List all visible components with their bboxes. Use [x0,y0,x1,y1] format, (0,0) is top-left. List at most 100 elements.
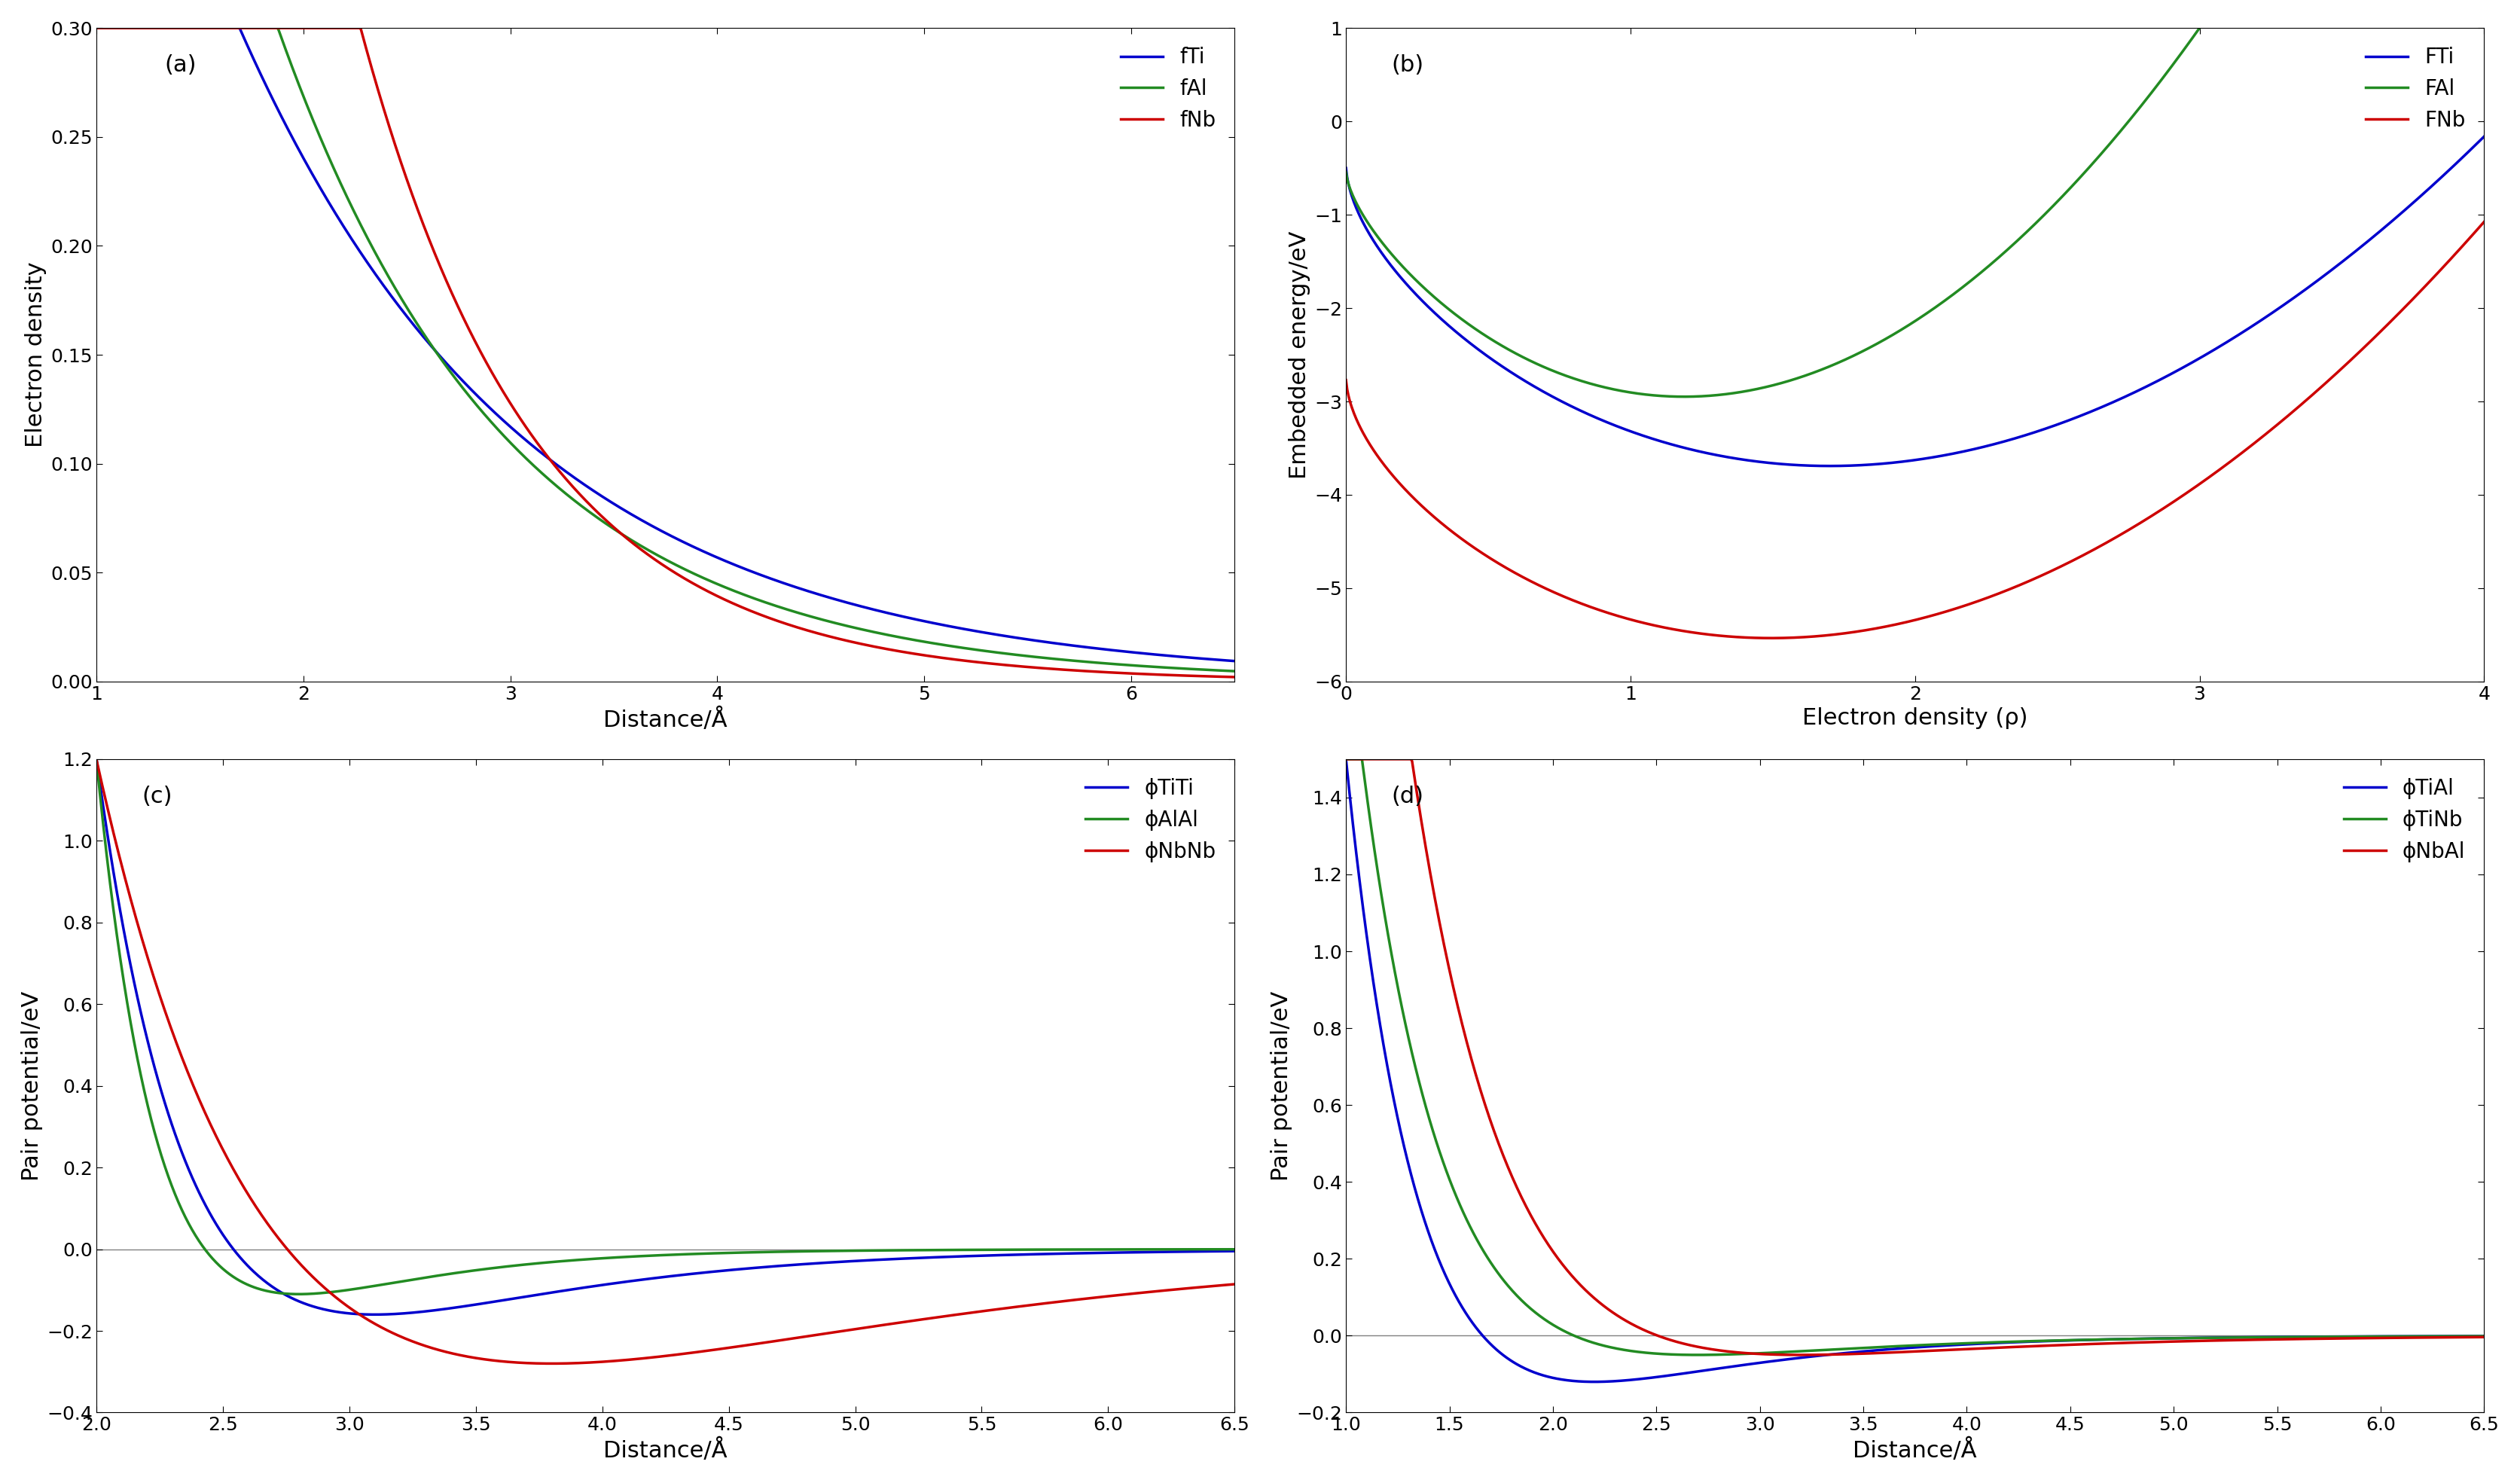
fAl [542,478,572,495]
FNb [1832,624,1862,642]
ϕNbAl [1331,750,1361,768]
ϕAlAl [1220,1240,1250,1258]
fAl [81,19,111,37]
ϕTiTi [585,1277,615,1295]
FNb [2220,449,2250,467]
X-axis label: Distance/Å: Distance/Å [1852,1439,1978,1462]
ϕNbAl [1787,1347,1817,1364]
fTi [1220,653,1250,670]
ϕTiNb [2240,1329,2271,1347]
ϕTiNb [1792,1342,1822,1360]
fTi [582,485,612,503]
ϕAlAl [585,1250,615,1268]
fAl [862,624,892,642]
ϕNbAl [2240,1330,2271,1348]
fTi [81,19,111,37]
ϕAlAl [197,1250,227,1268]
FAl [1668,387,1698,405]
FTi [1331,159,1361,176]
ϕNbAl [1446,1016,1477,1034]
fNb [542,460,572,478]
ϕAlAl [864,1241,895,1259]
FNb [1756,629,1787,647]
Y-axis label: Pair potential/eV: Pair potential/eV [1270,991,1293,1180]
Line: ϕTiNb: ϕTiNb [1346,759,2485,1355]
ϕTiAl [1792,1348,1822,1366]
Text: (a): (a) [164,55,197,76]
FTi [1814,457,1845,475]
ϕNbNb [990,1299,1021,1317]
fTi [990,627,1021,645]
ϕNbAl [2114,1333,2145,1351]
ϕTiAl [1832,1344,1862,1361]
ϕTiAl [1580,1373,1610,1391]
ϕTiNb [2220,1329,2250,1347]
Line: fTi: fTi [96,28,1235,661]
Text: (d): (d) [1391,786,1424,807]
ϕTiTi [1220,1243,1250,1261]
fNb [990,655,1021,673]
fAl [582,509,612,526]
ϕTiTi [81,750,111,768]
X-axis label: Distance/Å: Distance/Å [602,1439,728,1462]
ϕNbNb [970,1302,1000,1320]
ϕTiAl [2240,1329,2271,1347]
ϕTiAl [1331,750,1361,768]
fNb [1220,669,1250,687]
ϕNbNb [1220,1275,1250,1293]
ϕNbNb [81,750,111,768]
ϕNbNb [197,1120,227,1137]
fNb [968,654,998,672]
Legend: fTi, fAl, fNb: fTi, fAl, fNb [1111,39,1225,139]
ϕTiTi [360,1305,391,1323]
ϕTiAl [2470,1327,2500,1345]
X-axis label: Distance/Å: Distance/Å [602,707,728,731]
FTi [2114,386,2145,403]
ϕTiAl [2114,1330,2145,1348]
ϕTiTi [990,1246,1021,1264]
ϕNbAl [1832,1345,1862,1363]
FAl [2114,113,2145,131]
Line: ϕTiAl: ϕTiAl [1346,759,2485,1382]
ϕTiTi [864,1250,895,1268]
fAl [968,642,998,660]
Line: ϕTiTi: ϕTiTi [96,759,1235,1314]
Legend: ϕTiTi, ϕAlAl, ϕNbNb: ϕTiTi, ϕAlAl, ϕNbNb [1076,770,1225,871]
Line: ϕNbNb: ϕNbNb [96,759,1235,1363]
ϕNbAl [1792,1347,1822,1364]
Y-axis label: Electron density: Electron density [25,262,48,448]
ϕAlAl [990,1241,1021,1259]
FTi [2470,128,2500,145]
fNb [862,639,892,657]
fAl [990,645,1021,663]
Legend: FTi, FAl, FNb: FTi, FAl, FNb [2356,39,2475,139]
Line: ϕNbAl: ϕNbAl [1346,759,2485,1355]
Line: FAl: FAl [1346,0,2485,396]
ϕTiNb [1832,1339,1862,1357]
ϕTiTi [970,1247,1000,1265]
ϕTiNb [1683,1347,1714,1364]
ϕAlAl [285,1286,315,1304]
FNb [1792,627,1822,645]
ϕTiTi [542,1283,572,1301]
ϕNbAl [2470,1329,2500,1347]
ϕNbNb [864,1317,895,1335]
fAl [1220,663,1250,681]
Text: (b): (b) [1391,55,1424,76]
FNb [1446,531,1477,549]
FAl [1331,163,1361,181]
FTi [2220,328,2250,346]
Legend: ϕTiAl, ϕTiNb, ϕNbAl: ϕTiAl, ϕTiNb, ϕNbAl [2336,770,2475,871]
fTi [542,455,572,473]
Line: FTi: FTi [1346,136,2485,466]
FAl [1792,366,1822,384]
FNb [1331,371,1361,389]
ϕTiNb [2114,1330,2145,1348]
ϕTiAl [2220,1329,2250,1347]
FAl [1832,349,1862,366]
fNb [197,19,227,37]
Line: fAl: fAl [96,28,1235,672]
Text: (c): (c) [141,786,171,807]
Y-axis label: Pair potential/eV: Pair potential/eV [20,991,43,1180]
fNb [81,19,111,37]
